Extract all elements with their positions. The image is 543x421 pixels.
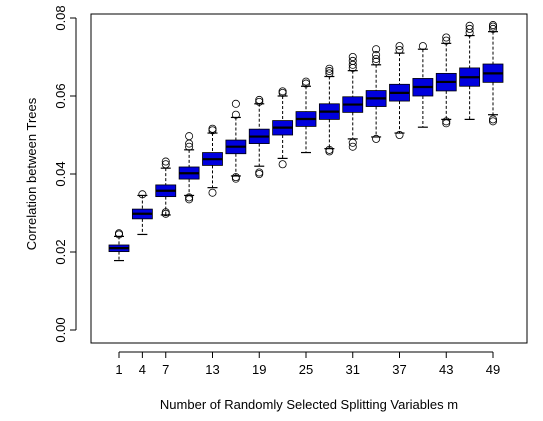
box-m-13 xyxy=(202,124,223,197)
box-m-19 xyxy=(248,95,270,178)
y-tick-label: 0.04 xyxy=(53,161,68,186)
outlier-point xyxy=(348,142,357,151)
outlier-point xyxy=(465,24,474,33)
plot-layer xyxy=(108,21,504,262)
outlier-point xyxy=(138,190,147,199)
outlier-point xyxy=(488,117,497,126)
outlier-point xyxy=(255,95,264,104)
outlier-point xyxy=(161,208,170,217)
outlier-point xyxy=(161,160,170,169)
axes-layer: 0.00 0.02 0.04 0.06 0.08 1 4 7 13 19 25 31 37 43 49 xyxy=(53,5,528,377)
outlier-point xyxy=(325,145,334,154)
box-m-31 xyxy=(342,53,364,151)
outlier-point xyxy=(255,168,264,177)
outlier-point xyxy=(278,160,287,169)
box-m-34 xyxy=(365,45,387,143)
outlier-point xyxy=(255,169,264,178)
outlier-point xyxy=(395,130,404,139)
outlier-point xyxy=(488,24,497,33)
outlier-point xyxy=(208,188,217,197)
outlier-point xyxy=(278,87,287,96)
plot-frame xyxy=(90,13,528,344)
x-tick-label: 25 xyxy=(299,362,313,377)
outlier-point xyxy=(231,99,240,108)
y-axis-label: Correlation between Trees xyxy=(24,97,39,250)
x-axis-label: Number of Randomly Selected Splitting Va… xyxy=(160,397,458,412)
outlier-point xyxy=(325,69,334,78)
box-m-7 xyxy=(155,157,177,218)
x-tick-label: 43 xyxy=(439,362,453,377)
box-m-16 xyxy=(225,99,247,183)
x-tick-label: 31 xyxy=(346,362,360,377)
x-tick-label: 19 xyxy=(252,362,266,377)
outlier-point xyxy=(231,110,240,119)
outlier-point xyxy=(372,57,381,66)
x-tick-label: 49 xyxy=(486,362,500,377)
outlier-point xyxy=(231,173,240,182)
x-tick-label: 13 xyxy=(205,362,219,377)
y-tick-label: 0.02 xyxy=(53,239,68,264)
y-tick-label: 0.08 xyxy=(53,5,68,30)
outlier-point xyxy=(301,77,310,86)
outlier-point xyxy=(442,33,451,42)
box-m-37 xyxy=(389,42,410,139)
outlier-point xyxy=(185,195,194,204)
box-m-10 xyxy=(178,132,200,204)
x-tick-label: 7 xyxy=(162,362,169,377)
outlier-point xyxy=(278,88,287,97)
y-tick-label: 0.06 xyxy=(53,83,68,108)
outlier-point xyxy=(395,45,404,54)
box-m-46 xyxy=(459,21,481,121)
outlier-point xyxy=(348,53,357,62)
box-m-1 xyxy=(108,229,130,262)
outlier-point xyxy=(185,142,194,151)
outlier-point xyxy=(488,115,497,124)
box-m-4 xyxy=(131,190,153,236)
outlier-point xyxy=(348,138,357,147)
outlier-point xyxy=(372,45,381,54)
outlier-point xyxy=(208,124,217,133)
outlier-point xyxy=(185,132,194,141)
outlier-point xyxy=(465,21,474,30)
outlier-point xyxy=(255,97,264,106)
box-m-43 xyxy=(435,33,457,128)
outlier-point xyxy=(418,42,427,51)
outlier-point xyxy=(372,134,381,143)
outlier-point xyxy=(442,36,451,45)
x-tick-label: 1 xyxy=(115,362,122,377)
outlier-point xyxy=(372,54,381,63)
outlier-point xyxy=(325,64,334,73)
x-tick-label: 4 xyxy=(139,362,146,377)
outlier-point xyxy=(185,193,194,202)
outlier-point xyxy=(348,56,357,65)
y-tick-label: 0.00 xyxy=(53,317,68,342)
outlier-point xyxy=(395,42,404,51)
box-m-28 xyxy=(318,64,340,156)
box-m-40 xyxy=(412,42,434,128)
outlier-point xyxy=(348,60,357,69)
outlier-point xyxy=(488,21,497,30)
outlier-point xyxy=(442,117,451,126)
outlier-point xyxy=(301,79,310,88)
x-tick-label: 37 xyxy=(392,362,406,377)
box-m-22 xyxy=(272,87,294,169)
outlier-point xyxy=(115,229,124,238)
box-m-49 xyxy=(482,21,504,126)
outlier-point xyxy=(372,51,381,60)
outlier-point xyxy=(161,157,170,166)
box-m-25 xyxy=(295,77,317,154)
outlier-point xyxy=(325,67,334,76)
outlier-point xyxy=(442,119,451,128)
outlier-point xyxy=(185,139,194,148)
